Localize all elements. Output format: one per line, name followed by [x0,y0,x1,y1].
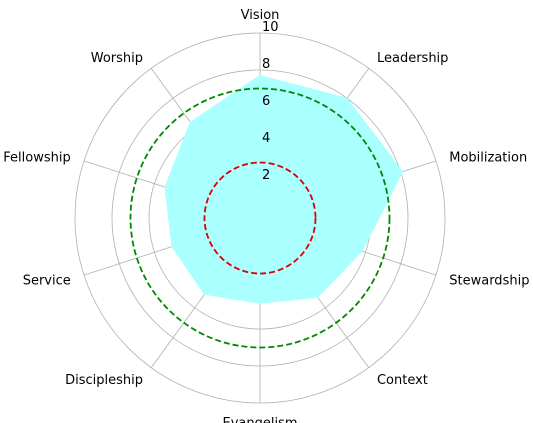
category-label: Service [23,273,71,288]
category-label: Fellowship [3,151,70,166]
radial-ticks: 2 4 6 8 10 [262,20,279,183]
category-label: Context [377,373,428,388]
category-label: Evangelism [222,416,297,423]
series-area [164,75,404,304]
r-tick-label: 10 [262,20,279,35]
r-tick-label: 8 [262,57,270,72]
category-label: Mobilization [449,151,527,166]
reference-circle [129,87,391,349]
r-tick-label: 4 [262,131,270,146]
r-tick-label: 2 [262,168,270,183]
series-layer [164,75,404,304]
reference-circle [203,161,317,275]
reference-circles [129,87,391,349]
r-tick-label: 6 [262,94,270,109]
category-label: Leadership [377,51,448,66]
category-label: Discipleship [65,373,143,388]
category-label: Worship [91,51,143,66]
category-label: Stewardship [449,273,529,288]
category-label: Vision [241,8,280,23]
category-labels: Vision Leadership Mobilization Stewardship C… [3,8,529,423]
